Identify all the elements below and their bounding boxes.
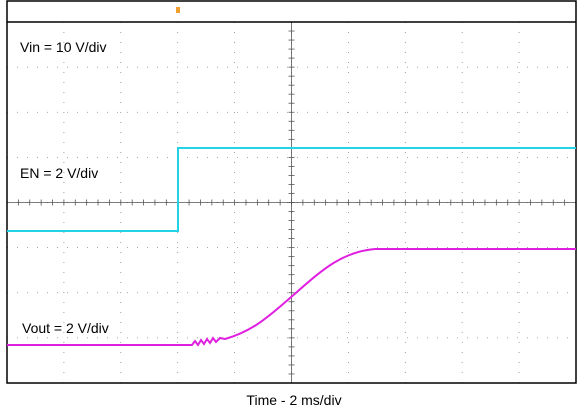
trigger-marker — [176, 7, 180, 13]
vout-label: Vout = 2 V/div — [22, 320, 109, 336]
screen-frame — [6, 0, 577, 384]
vin-label: Vin = 10 V/div — [20, 39, 107, 55]
vout-trace — [7, 248, 576, 347]
grid — [6, 21, 577, 384]
en-trace — [7, 147, 576, 232]
en-label: EN = 2 V/div — [20, 165, 98, 181]
time-label: Time - 2 ms/div — [246, 392, 341, 408]
